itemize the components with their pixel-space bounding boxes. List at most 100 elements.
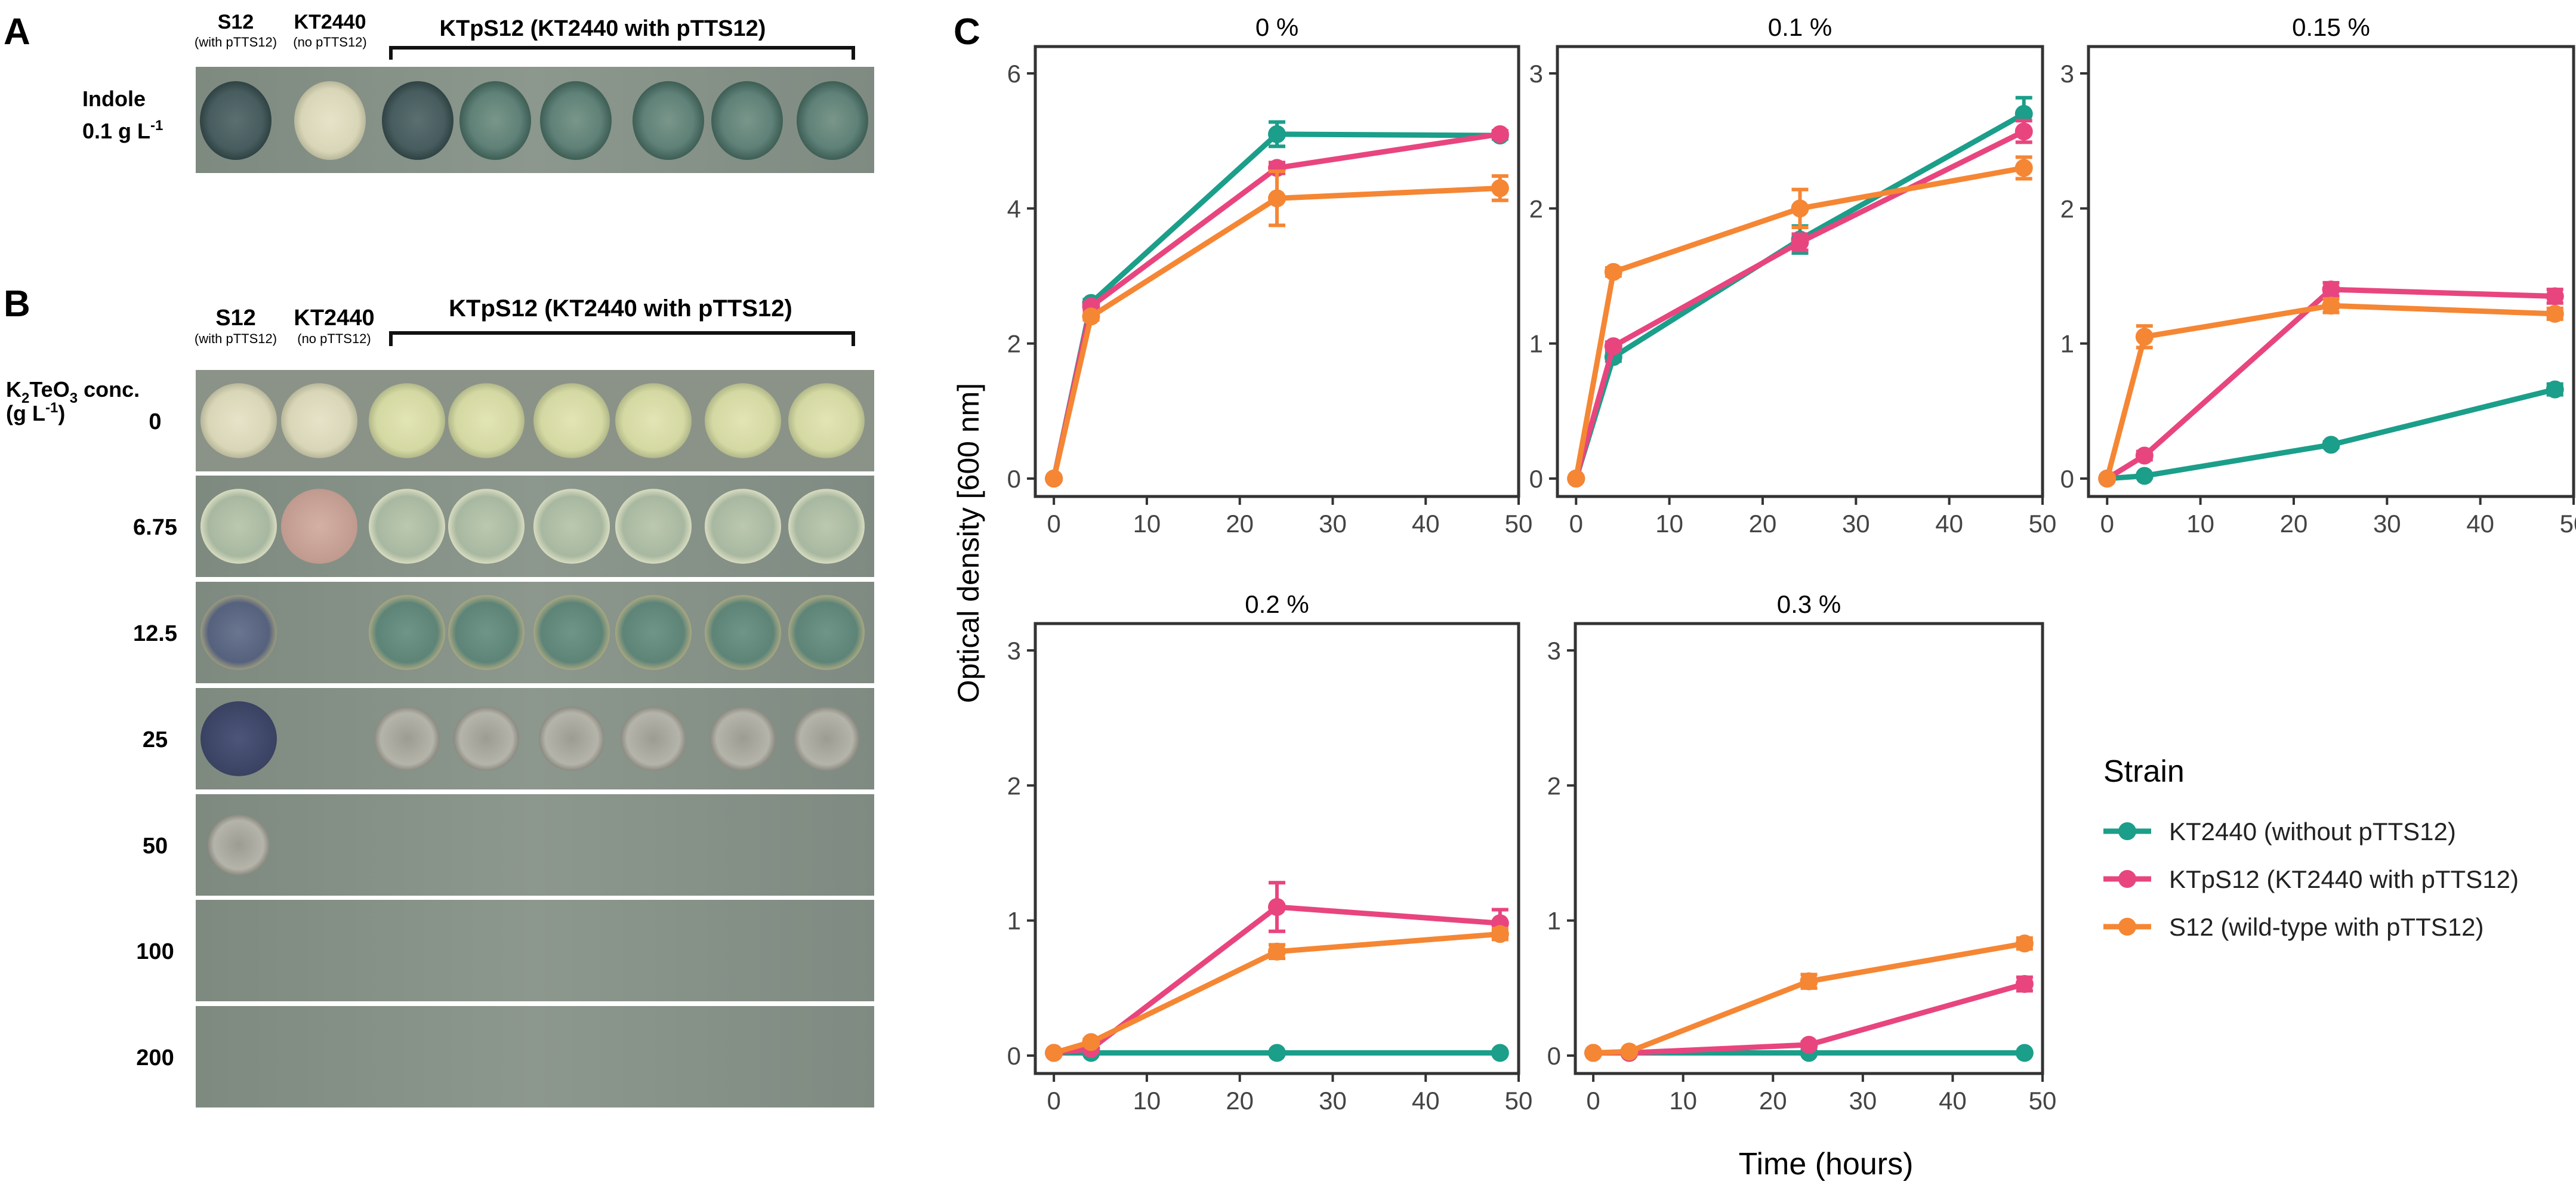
- colony-spot: [710, 707, 776, 771]
- panel-b-header-kt2440: KT2440: [294, 306, 374, 331]
- legend-item: KTpS12 (KT2440 with pTTS12): [2103, 865, 2519, 893]
- y-tick-label: 3: [1547, 637, 1561, 665]
- panel-b-header-ktps12: KTpS12 (KT2440 with pTTS12): [449, 295, 792, 322]
- data-point: [1791, 199, 1809, 218]
- panel-a-row-label-2: 0.1 g L-1: [82, 118, 163, 143]
- data-point: [2322, 297, 2340, 315]
- y-tick-label: 1: [1007, 907, 1021, 935]
- legend: Strain KT2440 (without pTTS12) KTpS12 (KT…: [2103, 754, 2519, 941]
- series-line: [2104, 303, 2555, 480]
- colony-spot: [711, 81, 783, 160]
- data-point: [1268, 189, 1286, 208]
- x-tick-label: 30: [1319, 510, 1347, 538]
- colony-spot: [615, 489, 692, 564]
- colony-spot: [208, 815, 270, 875]
- colony-spot: [788, 595, 865, 670]
- data-point: [1604, 337, 1622, 356]
- panel-b-bracket: [389, 331, 855, 346]
- x-tick-label: 20: [1226, 510, 1254, 538]
- panel-a-letter: A: [4, 11, 30, 53]
- legend-items: KT2440 (without pTTS12) KTpS12 (KT2440 wi…: [2103, 817, 2519, 941]
- panel-a-row-label-1: Indole: [82, 87, 146, 111]
- concentration-label: 6.75: [133, 515, 177, 540]
- colony-spot: [788, 383, 865, 458]
- data-point: [2015, 1044, 2034, 1062]
- series-line: [1573, 165, 2025, 479]
- x-tick-label: 10: [1133, 1087, 1161, 1115]
- colony-spot: [797, 81, 868, 160]
- plot-frame: [2087, 45, 2575, 498]
- colony-spot: [705, 595, 781, 670]
- panel-b-plates: 0 6.75 12.5 25 50 100 200: [133, 370, 874, 1107]
- colony-spot: [374, 707, 440, 771]
- x-tick-label: 30: [1849, 1087, 1877, 1115]
- data-point: [2014, 104, 2033, 123]
- data-point: [1491, 179, 1509, 198]
- x-tick-label: 0: [2100, 510, 2114, 538]
- data-point: [2135, 446, 2154, 465]
- data-point: [2135, 467, 2154, 485]
- concentration-label: 100: [136, 939, 174, 964]
- colony-spot: [533, 383, 610, 458]
- colony-spot: [200, 81, 272, 160]
- data-point: [1082, 1033, 1100, 1051]
- x-tick-label: 40: [2466, 510, 2494, 538]
- concentration-label: 25: [143, 727, 168, 752]
- data-point: [1268, 1044, 1286, 1062]
- panel-a-header-s12: S12: [218, 11, 254, 33]
- plot-frame: [1556, 45, 2044, 498]
- series-line: [2106, 387, 2556, 482]
- series-line: [1053, 931, 1501, 1056]
- colony-spot: [200, 701, 277, 776]
- series-line: [1053, 904, 1501, 1056]
- x-tick-label: 0: [1586, 1087, 1600, 1115]
- legend-item: S12 (wild-type with pTTS12): [2103, 913, 2484, 941]
- data-point: [1584, 1044, 1603, 1062]
- data-point: [1045, 470, 1063, 488]
- y-tick-label: 0: [1007, 1042, 1021, 1070]
- plate-row: [196, 900, 874, 1001]
- data-point: [2014, 159, 2033, 177]
- colony-spot: [794, 707, 859, 771]
- colony-spot: [788, 489, 865, 564]
- x-tick-label: 50: [1505, 510, 1533, 538]
- series-line: [1051, 185, 1501, 480]
- panel-a-header-ktps12: KTpS12 (KT2440 with pTTS12): [440, 16, 766, 41]
- y-tick-label: 0: [2060, 465, 2074, 493]
- x-tick-label: 20: [2280, 510, 2308, 538]
- x-tick-label: 40: [1412, 510, 1440, 538]
- colony-spot: [281, 383, 357, 458]
- panel-b-header-s12: S12: [215, 306, 256, 331]
- data-point: [1800, 972, 1818, 991]
- concentration-label: 50: [143, 834, 168, 859]
- colony-spot: [621, 707, 686, 771]
- data-point: [1791, 233, 1809, 251]
- colony-spot: [459, 81, 531, 160]
- legend-swatch-point: [2118, 870, 2136, 888]
- data-point: [1800, 1035, 1818, 1054]
- x-tick-label: 50: [2560, 510, 2576, 538]
- data-point: [2135, 328, 2154, 346]
- data-point: [2014, 122, 2033, 141]
- panel-a-colonies: [200, 81, 868, 160]
- x-tick-label: 10: [1655, 510, 1683, 538]
- colony-spot: [382, 81, 454, 160]
- x-tick-label: 0: [1569, 510, 1583, 538]
- colony-spot: [705, 489, 781, 564]
- data-point: [2015, 975, 2034, 994]
- plot-frame: [1034, 622, 1520, 1075]
- x-tick-label: 20: [1759, 1087, 1787, 1115]
- y-tick-label: 3: [2060, 60, 2074, 88]
- x-tick-label: 20: [1226, 1087, 1254, 1115]
- data-point: [2546, 287, 2564, 306]
- data-point: [2546, 380, 2564, 399]
- panel-c-letter: C: [954, 11, 980, 53]
- data-point: [1491, 925, 1509, 943]
- colony-spot: [533, 595, 610, 670]
- panel-a-bracket: [389, 46, 855, 60]
- panel-a-header-kt2440: KT2440: [294, 11, 366, 33]
